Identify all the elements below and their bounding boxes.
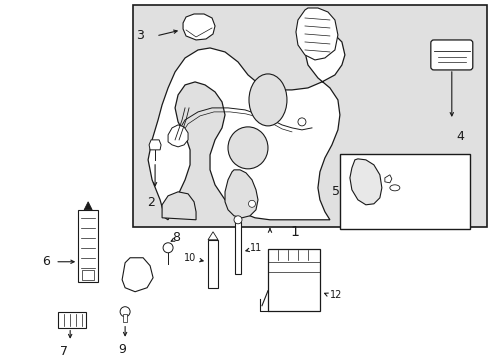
- Bar: [82, 270, 94, 280]
- Polygon shape: [349, 159, 381, 205]
- Bar: [78, 210, 98, 282]
- Polygon shape: [162, 192, 196, 220]
- Ellipse shape: [248, 74, 286, 126]
- Text: 12: 12: [329, 290, 342, 300]
- Ellipse shape: [389, 185, 399, 191]
- Circle shape: [163, 243, 173, 253]
- Text: 5: 5: [331, 185, 339, 198]
- Text: 4: 4: [456, 130, 464, 143]
- Text: 6: 6: [42, 255, 50, 268]
- Text: 2: 2: [147, 196, 155, 209]
- Text: 7: 7: [60, 345, 68, 358]
- Bar: [207, 240, 218, 288]
- Text: 1: 1: [289, 225, 298, 239]
- Ellipse shape: [227, 127, 267, 169]
- Polygon shape: [149, 140, 161, 150]
- Polygon shape: [168, 125, 188, 147]
- Polygon shape: [224, 170, 258, 218]
- Text: 8: 8: [172, 231, 180, 244]
- Polygon shape: [207, 232, 218, 240]
- Circle shape: [297, 118, 305, 126]
- Bar: [267, 249, 319, 311]
- Circle shape: [234, 216, 242, 224]
- FancyBboxPatch shape: [430, 40, 472, 70]
- Text: 10: 10: [183, 253, 196, 263]
- Circle shape: [120, 307, 130, 317]
- Polygon shape: [84, 202, 92, 210]
- Polygon shape: [122, 258, 153, 292]
- Polygon shape: [148, 32, 344, 220]
- Polygon shape: [183, 14, 215, 40]
- Bar: [133, 5, 486, 227]
- Polygon shape: [384, 175, 391, 183]
- Text: 3: 3: [136, 30, 144, 42]
- Text: 9: 9: [118, 343, 126, 356]
- Bar: [58, 312, 86, 328]
- Bar: [235, 222, 241, 274]
- Text: 11: 11: [249, 243, 262, 253]
- Bar: [339, 154, 469, 229]
- Polygon shape: [295, 8, 337, 60]
- Bar: [123, 314, 127, 322]
- Circle shape: [248, 200, 255, 207]
